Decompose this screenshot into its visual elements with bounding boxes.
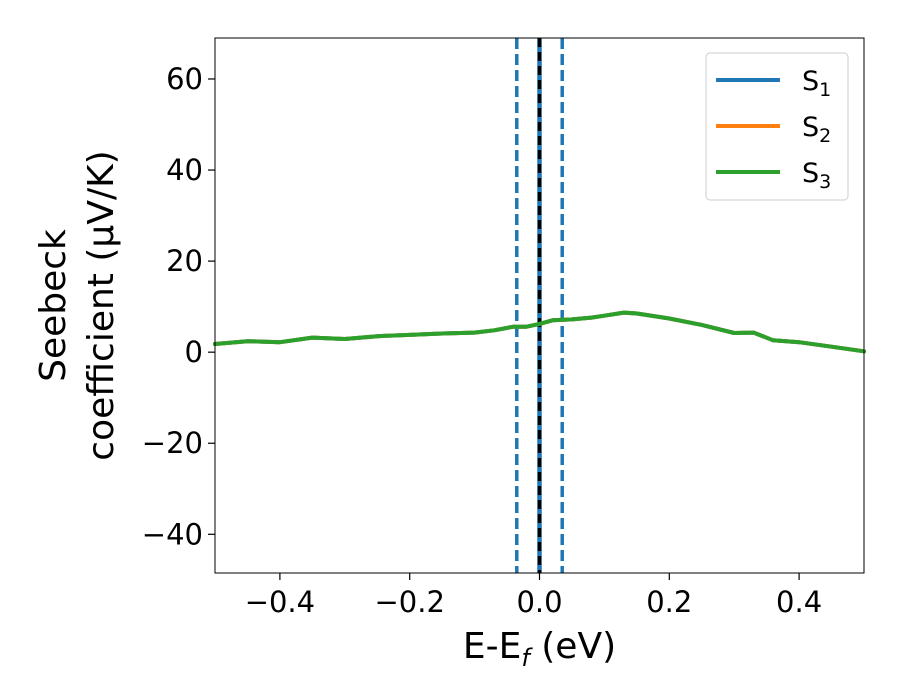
legend-label-base: S (802, 158, 819, 189)
x-tick-label: 0.4 (776, 585, 822, 619)
y-axis-label-line1: Seebeck (33, 229, 74, 382)
y-tick-label: 0 (185, 335, 203, 369)
legend-label-sub: 1 (819, 79, 831, 101)
series-line-3 (213, 310, 866, 354)
series-lines (213, 310, 866, 354)
y-axis-label-line2: coefficient (μV/K) (81, 150, 122, 460)
vertical-lines (515, 38, 564, 573)
legend-label-base: S (802, 66, 819, 97)
y-axis-ticks: −40 −20 0 20 40 60 (142, 62, 215, 551)
legend-label-2: S2 (802, 112, 831, 147)
legend-label-base: S (802, 112, 819, 143)
x-tick-label: 0.2 (646, 585, 692, 619)
y-tick-label: −40 (142, 517, 203, 551)
x-tick-label: −0.2 (374, 585, 444, 619)
x-axis-label-suffix: (eV) (530, 626, 616, 667)
y-tick-label: 40 (166, 153, 203, 187)
y-tick-label: −20 (142, 426, 203, 460)
x-axis-ticks: −0.4 −0.2 0.0 0.2 0.4 (245, 573, 822, 619)
x-axis-label: E-Ef (eV) (463, 626, 616, 672)
x-tick-label: 0.0 (516, 585, 562, 619)
legend-label-1: S1 (802, 66, 831, 101)
y-axis-label: Seebeck coefficient (μV/K) (33, 150, 122, 460)
y-tick-label: 20 (166, 244, 203, 278)
x-tick-label: −0.4 (245, 585, 315, 619)
legend-label-3: S3 (802, 158, 831, 193)
legend-label-sub: 3 (819, 171, 831, 193)
y-tick-label: 60 (166, 62, 203, 96)
x-axis-label-base: E-E (463, 626, 521, 667)
legend-label-sub: 2 (819, 125, 831, 147)
